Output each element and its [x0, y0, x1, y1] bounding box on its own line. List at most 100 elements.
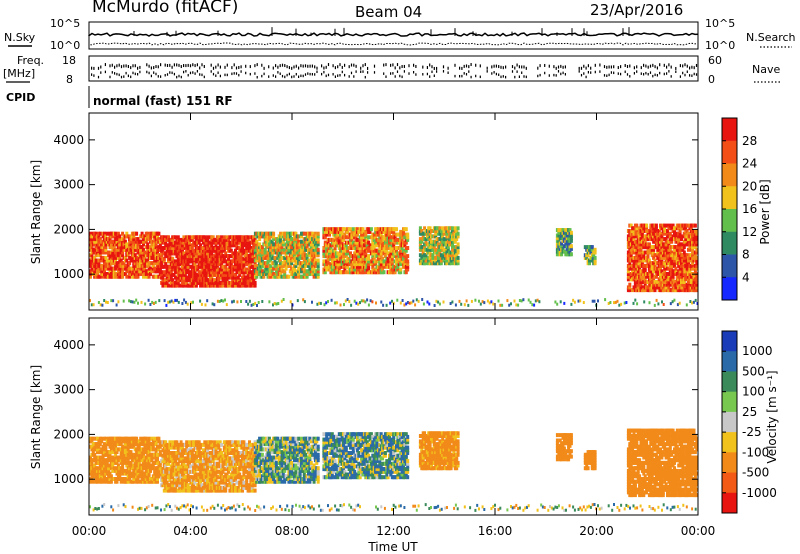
- nave-mark: [537, 66, 539, 70]
- echo-cell: [192, 243, 196, 248]
- echo-cell: [645, 226, 649, 231]
- echo-cell: [238, 262, 242, 267]
- echo-cell: [186, 267, 190, 272]
- echo-cell: [646, 261, 650, 266]
- ground-scatter-cell: [556, 302, 559, 306]
- echo-cell: [160, 270, 164, 275]
- freq-mark: [523, 75, 525, 78]
- echo-cell: [666, 231, 669, 236]
- echo-cell: [406, 267, 410, 272]
- nave-mark: [157, 65, 159, 69]
- echo-cell: [168, 248, 172, 253]
- echo-cell: [286, 231, 289, 236]
- nave-mark: [277, 65, 279, 69]
- echo-cell: [423, 226, 427, 231]
- echo-cell: [360, 235, 364, 240]
- echo-cell: [626, 277, 630, 282]
- echo-cell: [225, 240, 229, 245]
- power-ylabel: Slant Range [km]: [29, 160, 43, 264]
- ground-scatter-cell: [213, 303, 216, 307]
- nave-mark: [603, 65, 606, 69]
- echo-cell: [397, 259, 401, 264]
- ground-scatter-cell: [167, 300, 170, 304]
- echo-cell: [169, 275, 173, 280]
- echo-cell: [396, 264, 400, 269]
- noise-panel-frame: [88, 21, 699, 50]
- ground-scatter-cell: [620, 302, 623, 306]
- ground-scatter-cell: [129, 300, 132, 304]
- echo-cell: [214, 243, 218, 248]
- nave-mark: [629, 64, 631, 68]
- nave-mark: [316, 66, 318, 70]
- echo-cell: [653, 258, 657, 263]
- freq-mark: [321, 72, 323, 76]
- echo-cell: [343, 267, 347, 272]
- echo-cell: [263, 247, 267, 252]
- echo-cell: [456, 261, 460, 266]
- nave-mark: [652, 63, 654, 67]
- echo-cell: [629, 245, 633, 250]
- echo-cell: [379, 254, 383, 259]
- echo-cell: [695, 239, 699, 244]
- ground-scatter-cell: [474, 298, 477, 302]
- echo-cell: [140, 245, 144, 250]
- echo-cell: [325, 267, 329, 272]
- ground-scatter-cell: [247, 302, 250, 306]
- freq-mark: [350, 71, 353, 75]
- echo-cell: [168, 267, 172, 272]
- nave-mark: [587, 64, 589, 68]
- echo-cell: [142, 237, 145, 242]
- echo-cell: [664, 237, 668, 242]
- echo-cell: [362, 262, 366, 267]
- echo-cell: [682, 250, 686, 255]
- ground-scatter-cell: [538, 300, 541, 304]
- nave-mark: [224, 65, 226, 69]
- echo-cell: [156, 234, 159, 239]
- echo-cell: [382, 229, 386, 234]
- echo-cell: [342, 264, 345, 269]
- nave-mark: [613, 65, 615, 69]
- echo-cell: [371, 240, 375, 245]
- ground-scatter-cell: [362, 299, 365, 303]
- echo-cell: [103, 269, 106, 274]
- echo-cell: [111, 463, 115, 468]
- echo-cell: [302, 231, 306, 236]
- nave-mark: [679, 64, 681, 68]
- echo-cell: [272, 231, 276, 236]
- echo-cell: [280, 245, 284, 250]
- echo-cell: [140, 231, 144, 236]
- echo-cell: [135, 258, 139, 263]
- echo-cell: [246, 280, 250, 285]
- echo-cell: [200, 237, 204, 242]
- echo-cell: [437, 242, 440, 247]
- echo-cell: [626, 269, 630, 274]
- echo-cell: [695, 280, 699, 284]
- ground-scatter-cell: [192, 300, 194, 304]
- echo-cell: [569, 236, 573, 241]
- ground-scatter-cell: [454, 303, 457, 307]
- echo-cell: [399, 270, 403, 275]
- ground-scatter-cell: [483, 301, 486, 305]
- freq-mark: [689, 74, 691, 77]
- echo-cell: [343, 262, 347, 267]
- nave-mark: [187, 63, 189, 67]
- echo-cell: [293, 253, 296, 258]
- echo-cell: [670, 237, 674, 242]
- echo-cell: [279, 231, 283, 236]
- nave-mark: [192, 63, 194, 67]
- echo-cell: [388, 232, 391, 237]
- ground-scatter-cell: [172, 300, 175, 304]
- ground-scatter-cell: [533, 303, 536, 307]
- echo-cell: [418, 261, 422, 266]
- echo-cell: [636, 231, 640, 236]
- echo-cell: [293, 269, 296, 274]
- freq-mark: [498, 73, 500, 77]
- echo-cell: [94, 231, 98, 236]
- freq-mark: [553, 73, 555, 77]
- echo-cell: [449, 231, 453, 236]
- echo-cell: [224, 272, 228, 277]
- echo-cell: [682, 280, 686, 284]
- echo-cell: [685, 229, 689, 233]
- echo-cell: [269, 258, 273, 263]
- nave-mark: [493, 64, 495, 68]
